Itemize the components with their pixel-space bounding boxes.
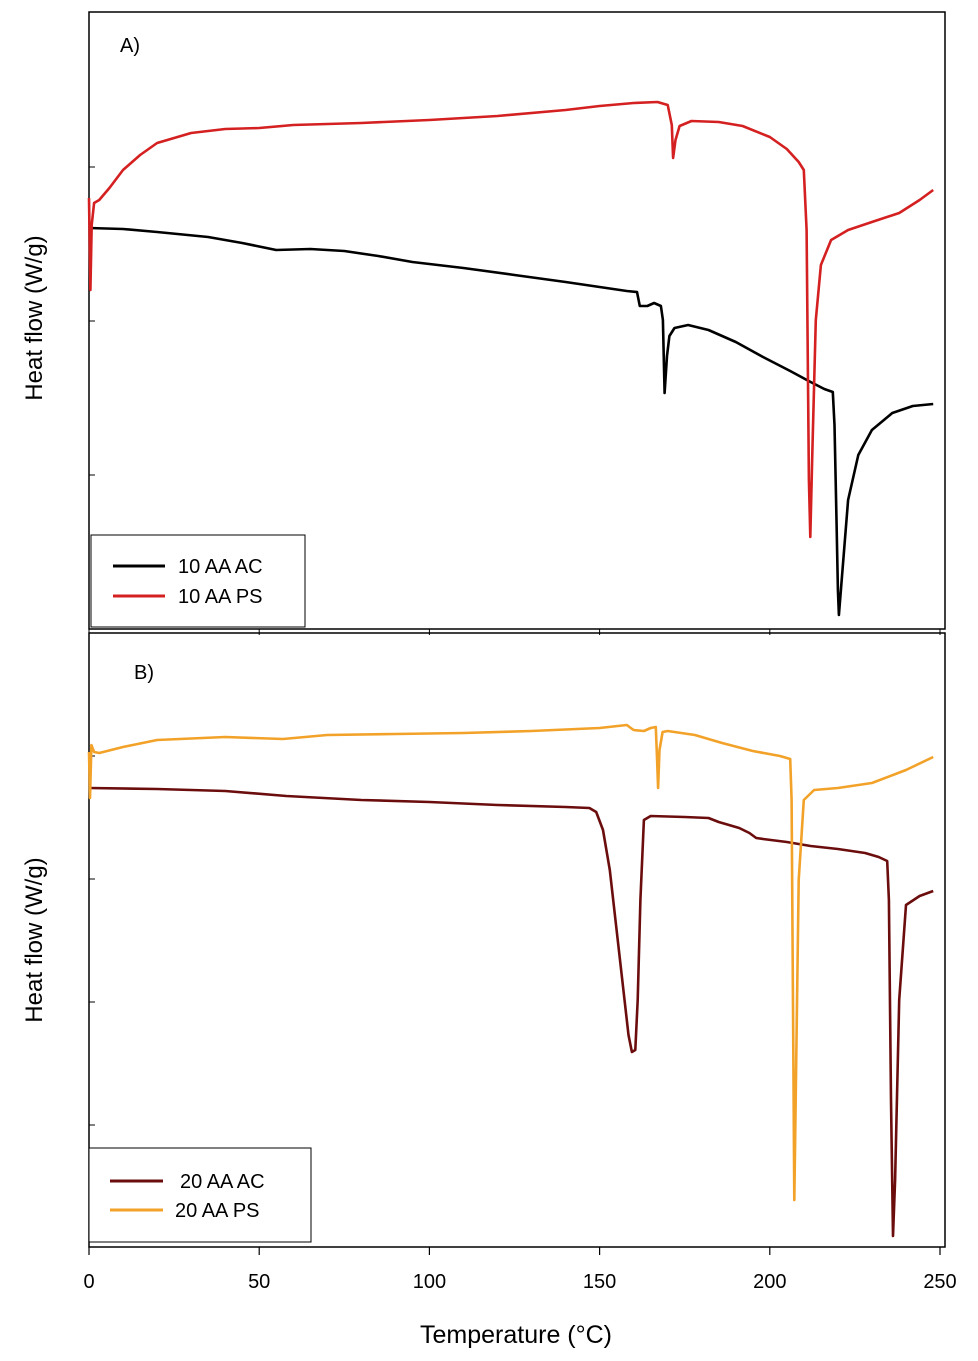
- series-line-b-1: [88, 786, 934, 1238]
- x-tick-label: 50: [248, 1271, 270, 1293]
- x-tick-label: 100: [413, 1271, 446, 1293]
- legend-b-box: [88, 1147, 312, 1243]
- series-line-a-1: [88, 226, 934, 617]
- panel-b-frame: [88, 632, 946, 1248]
- x-axis-label: Temperature (°C): [420, 1321, 612, 1349]
- panel-b-y-axis-label: Heat flow (W/g): [21, 857, 48, 1022]
- legend-b-label-1: 20 AA AC: [180, 1171, 265, 1193]
- x-tick-labels: 0 50 100 150 200 250: [83, 1271, 956, 1293]
- panel-b-series: [87, 723, 934, 1238]
- x-tick-label: 200: [753, 1271, 786, 1293]
- legend-a-box: [90, 534, 306, 628]
- panel-b-label: B): [134, 662, 154, 684]
- legend-a-label-1: 10 AA AC: [178, 556, 263, 578]
- series-line-b-2: [87, 723, 934, 1202]
- legend-a-label-2: 10 AA PS: [178, 586, 263, 608]
- panel-a-legend: 10 AA AC 10 AA PS: [90, 534, 306, 628]
- panel-a-ticks: [88, 166, 941, 635]
- panel-a-y-axis-label: Heat flow (W/g): [21, 235, 48, 400]
- panel-b-legend: 20 AA AC 20 AA PS: [88, 1147, 312, 1243]
- panel-a-label: A): [120, 35, 140, 57]
- x-tick-label: 150: [583, 1271, 616, 1293]
- panel-a-series: [87, 100, 934, 617]
- legend-b-label-2: 20 AA PS: [175, 1200, 260, 1222]
- x-tick-label: 0: [83, 1271, 94, 1293]
- series-line-a-2: [87, 100, 934, 539]
- x-tick-label: 250: [923, 1271, 956, 1293]
